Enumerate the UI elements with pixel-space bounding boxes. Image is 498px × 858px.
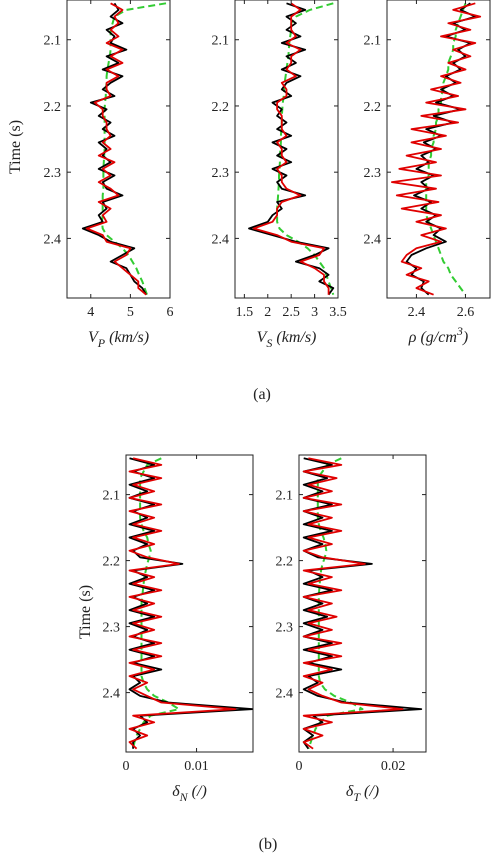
xlabel-unit: (km/s)	[105, 329, 149, 346]
ytick-label: 2.4	[276, 687, 294, 702]
xlabel-main: V	[88, 329, 100, 346]
ytick-label: 2.1	[44, 34, 62, 49]
xlabel-sup: 3	[456, 324, 463, 338]
ytick-label: 2.4	[364, 232, 382, 247]
xtick-label: 5	[127, 305, 134, 320]
xlabel: ρ (g/cm3)	[408, 324, 468, 346]
ytick-label: 2.3	[212, 166, 230, 181]
xtick-label: 0	[123, 759, 130, 774]
xlabel-sub: N	[179, 790, 189, 804]
xlabel-unit: (/)	[188, 783, 207, 800]
ytick-label: 2.1	[212, 34, 230, 49]
ytick-label: 2.3	[364, 166, 382, 181]
ytick-label: 2.1	[364, 34, 382, 49]
series-line-true	[248, 2, 335, 296]
xtick-label: 2.5	[282, 305, 300, 320]
xlabel-main: V	[257, 329, 269, 346]
xtick-label: 2	[264, 305, 271, 320]
xtick-label: 0.02	[381, 759, 406, 774]
xtick-label: 6	[167, 305, 174, 320]
xlabel-unit: (/)	[360, 783, 379, 800]
xlabel-main: δ	[172, 783, 180, 800]
xtick-label: 2.4	[408, 305, 426, 320]
caption-a: (a)	[253, 386, 271, 403]
axes-frame	[125, 454, 254, 753]
ylabel-b: Time (s)	[77, 585, 94, 639]
xlabel-unit: (g/cm	[416, 329, 456, 346]
xlabel-sub: S	[266, 336, 272, 350]
xlabel-unit: (km/s)	[272, 329, 316, 346]
ytick-label: 2.3	[276, 621, 294, 636]
ytick-label: 2.1	[276, 489, 294, 504]
subplot-2: 2.1 2.2 2.3 2.4 1.5 2 2.5 3 3.5 VS (km/s)	[212, 0, 347, 350]
series-line-inverted	[302, 457, 404, 750]
xtick-label: 0	[296, 759, 303, 774]
series-line-inverted	[390, 2, 482, 296]
ytick-label: 2.2	[212, 100, 230, 115]
ytick-label: 2.2	[103, 555, 121, 570]
xlabel-main: δ	[346, 783, 354, 800]
ytick-label: 2.4	[212, 232, 230, 247]
series-group	[302, 457, 423, 750]
ylabel-a: Time (s)	[7, 120, 24, 174]
xlabel-main: ρ	[408, 329, 417, 346]
subplot-3: 2.1 2.2 2.3 2.4 2.4 2.6 ρ (g/cm3)	[364, 0, 491, 346]
ytick-label: 2.2	[364, 100, 382, 115]
ytick-label: 2.1	[103, 489, 121, 504]
series-group	[81, 2, 167, 296]
axes-frame	[298, 454, 427, 753]
ytick-label: 2.2	[276, 555, 294, 570]
ytick-label: 2.2	[44, 100, 62, 115]
subplot-4: 2.1 2.2 2.3 2.4 0 0.01 δN (/)	[103, 454, 254, 804]
series-line-initial	[132, 457, 180, 749]
subplot-1: 2.1 2.2 2.3 2.4 4 5 6 VP (km/s)	[44, 0, 174, 350]
series-group	[390, 2, 482, 296]
ytick-label: 2.3	[103, 621, 121, 636]
xtick-label: 3	[311, 305, 318, 320]
xlabel-sub: T	[353, 790, 361, 804]
series-line-initial	[307, 457, 364, 750]
xtick-label: 3.5	[329, 305, 347, 320]
series-line-inverted	[128, 457, 237, 750]
xlabel: VP (km/s)	[88, 329, 149, 350]
series-group	[248, 2, 335, 296]
series-group	[128, 457, 253, 750]
ytick-label: 2.4	[44, 232, 62, 247]
xlabel: δT (/)	[346, 783, 379, 804]
xtick-label: 2.6	[457, 305, 475, 320]
ytick-label: 2.4	[103, 687, 121, 702]
xlabel-sub: P	[97, 336, 106, 350]
series-line-inverted	[252, 2, 330, 295]
caption-b: (b)	[259, 836, 278, 853]
series-line-inverted	[85, 2, 147, 296]
xtick-label: 1.5	[236, 305, 254, 320]
ytick-label: 2.3	[44, 166, 62, 181]
plot-area	[67, 0, 170, 298]
xlabel: δN (/)	[172, 783, 207, 804]
axes-frame	[234, 0, 339, 299]
axes-frame	[386, 0, 491, 299]
xtick-label: 0.01	[184, 759, 209, 774]
plots-group: 2.12.22.32.44 5 6VP (km/s)2.12.22.32.41.5 2…	[44, 0, 491, 804]
xlabel: VS (km/s)	[257, 329, 317, 350]
series-line-initial	[425, 2, 467, 296]
xtick-label: 4	[87, 305, 94, 320]
axes-frame	[66, 0, 171, 299]
xlabel-close: )	[462, 329, 468, 346]
